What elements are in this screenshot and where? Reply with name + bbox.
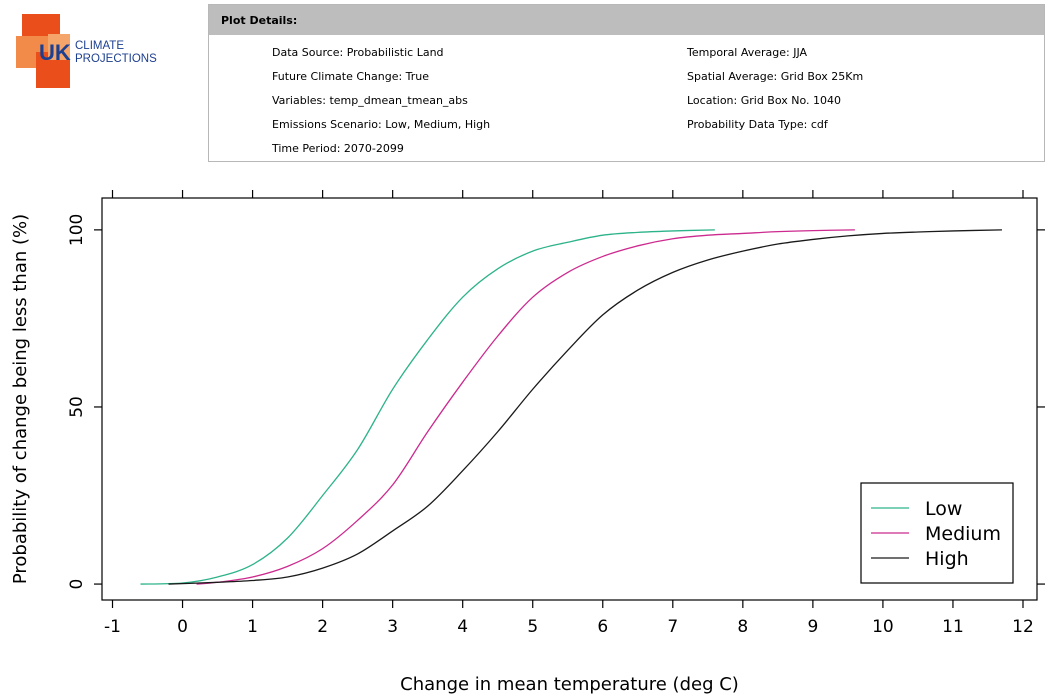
logo-uk-text: UK	[39, 40, 71, 65]
detail-future-climate-change: Future Climate Change: True	[272, 70, 430, 83]
uk-climate-projections-logo: UK CLIMATE PROJECTIONS	[14, 12, 184, 92]
x-tick-label: 10	[872, 617, 894, 637]
logo-projections-text: PROJECTIONS	[75, 53, 157, 65]
y-axis-label: Probability of change being less than (%…	[10, 214, 31, 584]
detail-variables: Variables: temp_dmean_tmean_abs	[272, 94, 468, 107]
x-tick-label: 12	[1012, 617, 1034, 637]
x-tick-label: 4	[457, 617, 468, 637]
detail-temporal-average: Temporal Average: JJA	[687, 46, 808, 59]
detail-time-period: Time Period: 2070-2099	[272, 142, 404, 155]
plot-frame	[101, 197, 1038, 601]
legend-label-low: Low	[925, 498, 962, 520]
detail-emissions-scenario: Emissions Scenario: Low, Medium, High	[272, 118, 491, 131]
x-tick-label: 7	[667, 617, 678, 637]
plot-details-panel: Plot Details: Data Source: Probabilistic…	[208, 4, 1045, 162]
details-right-column: Temporal Average: JJA Spatial Average: G…	[687, 46, 863, 142]
detail-spatial-average: Spatial Average: Grid Box 25Km	[687, 70, 864, 83]
x-tick-label: -1	[104, 617, 121, 637]
series-line-low	[140, 229, 715, 585]
plot-details-grid: Data Source: Probabilistic Land Future C…	[209, 35, 1044, 161]
x-tick-label: 2	[317, 617, 328, 637]
detail-location: Location: Grid Box No. 1040	[687, 94, 842, 107]
legend-label-medium: Medium	[925, 523, 1001, 545]
series-line-medium	[196, 229, 855, 585]
x-axis-label: Change in mean temperature (deg C)	[400, 674, 739, 695]
x-tick-label: 8	[737, 617, 748, 637]
x-tick-label: 3	[387, 617, 398, 637]
x-tick-label: 1	[247, 617, 258, 637]
x-tick-label: 11	[942, 617, 964, 637]
details-left-column: Data Source: Probabilistic Land Future C…	[272, 46, 490, 166]
y-tick-label: 50	[67, 396, 87, 418]
detail-probability-data-type: Probability Data Type: cdf	[687, 118, 828, 131]
legend-label-high: High	[925, 548, 969, 570]
y-tick-label: 100	[67, 214, 87, 246]
x-tick-label: 6	[597, 617, 608, 637]
logo-climate-text: CLIMATE	[75, 40, 124, 52]
series-line-high	[168, 229, 1002, 585]
plot-details-header: Plot Details:	[209, 5, 1044, 35]
y-tick-label: 0	[67, 579, 87, 590]
x-tick-label: 9	[807, 617, 818, 637]
detail-data-source: Data Source: Probabilistic Land	[272, 46, 444, 59]
x-tick-label: 0	[177, 617, 188, 637]
x-tick-label: 5	[527, 617, 538, 637]
cdf-chart: -1 0 1 2 3 4 5 6 7 8 9 10 11 12 0 50 100 Low Medium High C…	[0, 170, 1053, 700]
